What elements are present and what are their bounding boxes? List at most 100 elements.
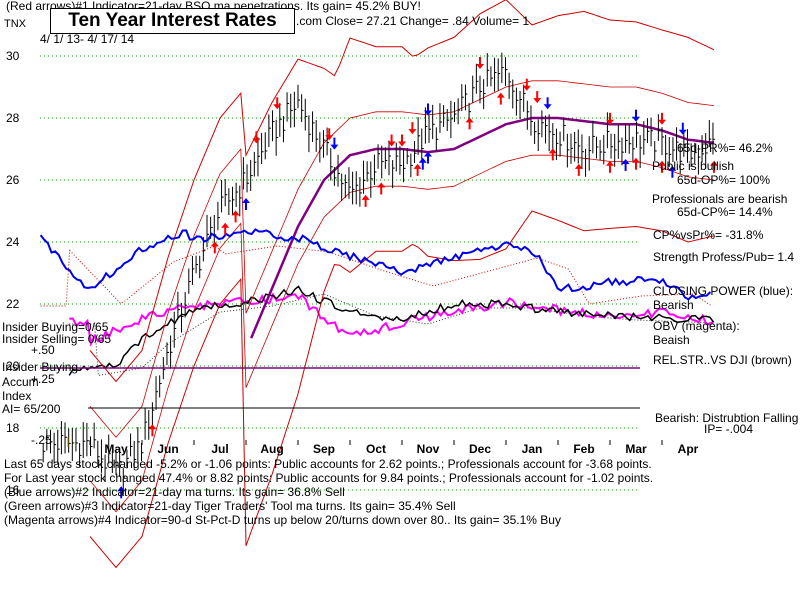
red-up-arrow: [210, 241, 219, 254]
plus-25-label: +.25: [31, 372, 55, 386]
red-down-arrow-head: [658, 119, 666, 125]
red-down-arrow-head: [325, 135, 334, 141]
red-down-arrow: [252, 131, 261, 144]
blue-up-arrow: [418, 157, 427, 170]
blue-up-arrow: [424, 151, 432, 164]
closing-power-label: CLOSING POWER (blue):: [653, 284, 794, 298]
red-up-arrow-head: [632, 157, 640, 163]
closing-power-line: [39, 228, 712, 301]
y-tick-label: 16: [6, 483, 20, 497]
red-up-arrow: [606, 160, 614, 173]
red-up-arrow-head: [210, 241, 219, 247]
y-tick-label: 28: [6, 111, 20, 125]
footer-line-4: (Green arrows)#3 Indicator=21-day Tiger …: [4, 499, 456, 513]
cpvspr-label: CP%vsPr%= -31.8%: [653, 228, 764, 242]
relstr-ma: [69, 293, 714, 377]
red-up-arrow-head: [377, 182, 386, 188]
footer-line-5: (Magenta arrows)#4 Indicator=90-d St-Pct…: [4, 513, 561, 527]
red-up-arrow: [361, 194, 370, 207]
red-down-arrow-head: [606, 119, 614, 125]
red-down-arrow: [325, 128, 334, 141]
closing-power-value: Bearish: [653, 298, 694, 312]
red-up-arrow-head: [413, 163, 422, 169]
blue-down-arrow: [330, 137, 339, 150]
x-month-label: Jul: [211, 442, 228, 456]
x-month-label: Aug: [260, 442, 283, 456]
blue-down-arrow-head: [678, 129, 687, 135]
red-up-arrow-head: [465, 117, 474, 123]
y-tick-label: 22: [6, 297, 20, 311]
obv-label: OBV (magenta):: [653, 319, 740, 333]
obv-value: Beaish: [653, 333, 690, 347]
blue-up-arrow: [242, 198, 250, 210]
blue-down-arrow-head: [632, 116, 640, 122]
red-up-arrow-head: [221, 222, 230, 228]
blue-up-arrow: [117, 486, 126, 499]
y-tick-label: 26: [6, 173, 20, 187]
red-up-arrow-head: [148, 424, 157, 430]
x-month-label: Sep: [313, 442, 335, 456]
closing-power-ma: [40, 245, 711, 307]
ticker-symbol: TNX: [4, 18, 26, 30]
red-up-arrow-head: [710, 160, 718, 166]
footer-line-2: For Last year stock changed 47.4% or 8.8…: [4, 471, 654, 485]
blue-down-arrow-head: [424, 110, 432, 116]
x-month-label: Jun: [157, 442, 178, 456]
red-up-arrow: [496, 92, 505, 105]
red-up-arrow: [658, 160, 666, 173]
x-month-label: Feb: [573, 442, 594, 456]
red-up-arrow: [231, 210, 240, 223]
blue-down-arrow-head: [543, 104, 552, 110]
x-month-label: Mar: [625, 442, 647, 456]
red-up-arrow-head: [361, 194, 370, 200]
y-tick-label: 20: [6, 359, 20, 373]
red-up-arrow: [413, 163, 422, 176]
red-down-arrow: [273, 97, 282, 110]
red-up-arrow: [574, 163, 583, 176]
insider-selling: Insider Selling= 0/65: [2, 332, 112, 346]
blue-up-arrow: [621, 158, 630, 171]
red-down-arrow-head: [387, 141, 396, 147]
x-month-label: Apr: [678, 442, 699, 456]
strength-label: Strength Profess/Pub= 1.4: [653, 250, 795, 264]
quote-line: .com Close= 27.21 Change= .84 Volume= 1: [296, 14, 530, 28]
red-up-arrow: [465, 117, 474, 130]
blue-down-arrow-head: [330, 144, 339, 150]
red-up-arrow: [148, 424, 157, 437]
red-down-arrow: [398, 134, 406, 147]
red-up-arrow: [632, 157, 640, 170]
signal-arrows: [117, 57, 718, 499]
op65-label: 65d-OP%= 100%: [677, 173, 771, 187]
accum-label: Accum: [2, 375, 39, 389]
blue-up-arrow-head: [424, 151, 432, 157]
x-month-label: Oct: [366, 442, 386, 456]
blue-up-arrow-head: [117, 486, 126, 492]
blue-down-arrow: [543, 97, 552, 110]
blue-down-arrow: [632, 109, 640, 122]
blue-up-arrow-head: [668, 165, 677, 171]
red-down-arrow: [408, 122, 417, 135]
y-tick-label: 30: [6, 49, 20, 63]
red-down-arrow: [658, 112, 666, 125]
relstr-line: [68, 285, 715, 376]
blue-up-arrow: [668, 165, 677, 178]
y-tick-labels: 30 28 26 24 22 20 18 16: [6, 49, 20, 497]
blue-up-arrow-head: [621, 158, 630, 164]
bearish-line: Bearish: Distrubtion Falling: [655, 411, 799, 425]
red-down-arrow-head: [273, 104, 282, 110]
red-up-arrow-head: [231, 210, 240, 216]
relstr-label: REL.STR..VS DJI (brown): [653, 353, 792, 367]
ai-label: AI= 65/200: [2, 402, 61, 416]
x-month-label: Jan: [522, 442, 543, 456]
ip-value: IP= -.004: [704, 422, 754, 436]
pro-status: Professionals are bearish: [652, 192, 788, 206]
plus-50-label: +.50: [31, 343, 55, 357]
blue-down-arrow: [678, 122, 687, 135]
y-tick-label: 18: [6, 421, 20, 435]
lower-band: [89, 210, 715, 569]
price-bars: [42, 52, 715, 495]
red-up-arrow: [377, 182, 386, 195]
cp65-label: 65d-CP%= 14.4%: [677, 205, 773, 219]
oscillator-panel: [68, 285, 715, 377]
red-down-arrow-head: [398, 141, 406, 147]
